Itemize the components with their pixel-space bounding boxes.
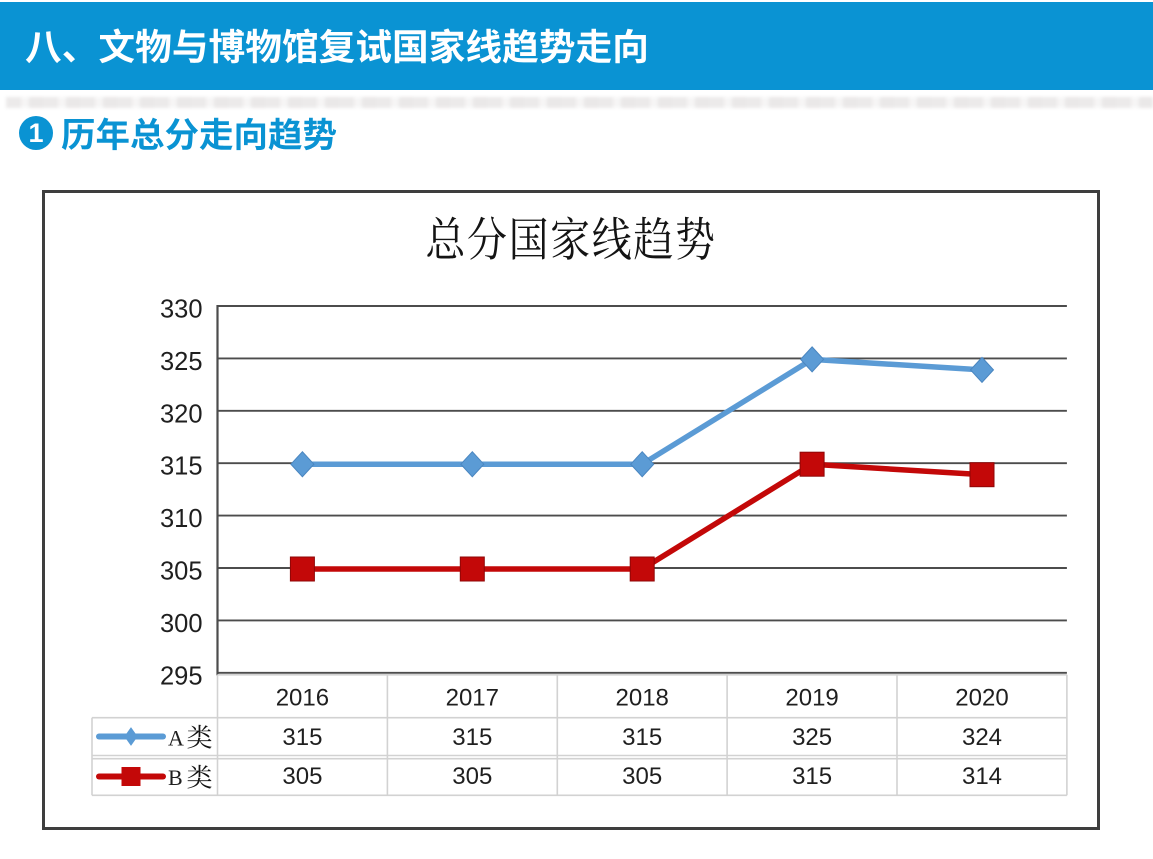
svg-text:315: 315 [282, 724, 322, 751]
svg-text:305: 305 [622, 763, 662, 790]
svg-text:2017: 2017 [446, 685, 499, 712]
svg-text:330: 330 [160, 296, 203, 324]
svg-text:324: 324 [962, 724, 1002, 751]
svg-text:2018: 2018 [616, 685, 669, 712]
svg-text:2020: 2020 [955, 685, 1008, 712]
svg-text:B: B [168, 765, 183, 790]
svg-text:305: 305 [282, 763, 322, 790]
svg-text:A: A [168, 726, 184, 751]
svg-text:2019: 2019 [785, 685, 838, 712]
svg-text:305: 305 [452, 763, 492, 790]
svg-text:310: 310 [160, 505, 203, 533]
svg-text:314: 314 [962, 763, 1002, 790]
svg-text:295: 295 [160, 662, 203, 690]
svg-text:320: 320 [160, 400, 203, 428]
svg-text:305: 305 [160, 558, 203, 586]
svg-text:300: 300 [160, 610, 203, 638]
svg-text:325: 325 [160, 348, 203, 376]
svg-text:325: 325 [792, 724, 832, 751]
svg-text:315: 315 [792, 763, 832, 790]
svg-text:2016: 2016 [276, 685, 329, 712]
svg-text:315: 315 [622, 724, 662, 751]
svg-text:315: 315 [452, 724, 492, 751]
svg-text:315: 315 [160, 453, 203, 481]
